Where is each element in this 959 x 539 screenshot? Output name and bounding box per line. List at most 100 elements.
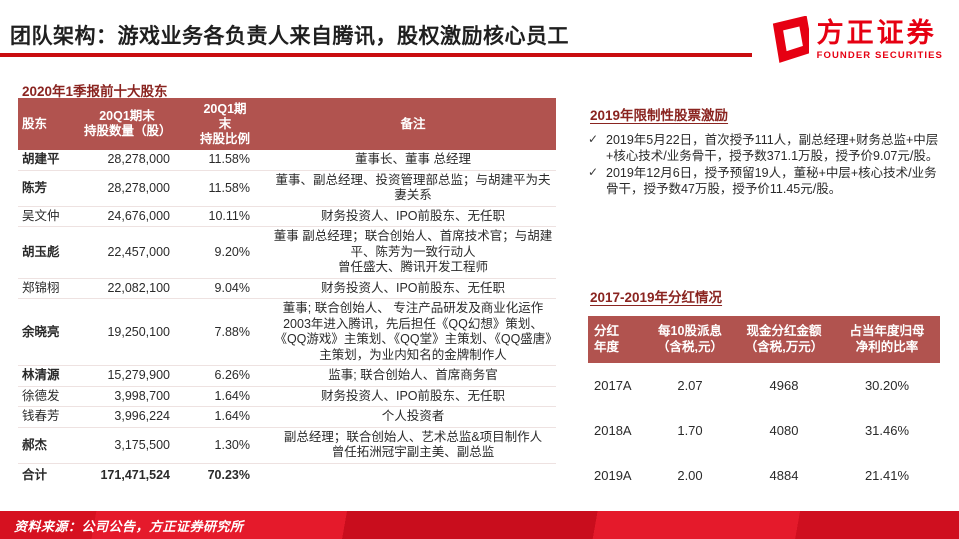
cell-shareholder: 徐德发 [18,386,82,408]
cell-shareholder: 郑锦栩 [18,278,82,300]
col-header-ratio: 占当年度归母 净利的比率 [834,316,940,364]
cell-year: 2019A [594,468,632,484]
cell-shares: 24,676,000 [82,206,198,228]
cell-ratio: 11.58% [198,170,270,207]
cell-ratio: 6.26% [198,365,270,387]
table-row: 郝杰 3,175,500 1.30% 副总经理；联合创始人、艺术总监&项目制作人… [18,427,556,464]
cell-ratio: 1.64% [198,406,270,428]
table-header-row: 分红 年度 每10股派息 （含税,元） 现金分红金额 （含税,万元） 占当年度归… [588,316,940,364]
col-header-shares: 20Q1期末 持股数量（股） [82,98,198,151]
dividend-section-heading: 2017-2019年分红情况 [590,290,723,305]
bullet-text: 2019年12月6日，授予预留19人，董秘+中层+核心技术/业务骨干，授予数47… [606,165,937,196]
footer-bar: 资料来源：公司公告，方正证券研究所 [0,511,959,539]
cell-shareholder: 胡建平 [18,150,82,171]
cell-shareholder: 林清源 [18,365,82,387]
table-row: 胡建平 28,278,000 11.58% 董事长、董事 总经理 [18,150,556,171]
list-item: ✓ 2019年12月6日，授予预留19人，董秘+中层+核心技术/业务骨干，授予数… [588,165,940,198]
logo-text: 方正证券 FOUNDER SECURITIES [816,17,943,61]
cell-shareholder: 吴文仲 [18,206,82,228]
dividend-table: 分红 年度 每10股派息 （含税,元） 现金分红金额 （含税,万元） 占当年度归… [588,316,940,498]
cell-per10: 2.00 [677,468,703,484]
cell-shareholder: 陈芳 [18,170,82,207]
cell-year: 2018A [594,423,632,439]
cell-per10: 2.07 [677,378,703,394]
shareholders-section-heading: 2020年1季报前十大股东 [22,84,168,99]
founder-securities-logo: 方正证券 FOUNDER SECURITIES [763,16,943,64]
incentive-bullet-list: ✓ 2019年5月22日，首次授予111人，副总经理+财务总监+中层+核心技术/… [588,132,940,197]
bullet-text: 2019年5月22日，首次授予111人，副总经理+财务总监+中层+核心技术/业务… [606,133,939,164]
title-underline-rule [0,53,752,57]
cell-cash: 4884 [769,468,799,484]
check-icon: ✓ [588,132,599,146]
table-row: 余晓亮 19,250,100 7.88% 董事; 联合创始人、 专注产品研发及商… [18,298,556,367]
cell-ratio: 1.30% [198,427,270,464]
cell-ratio: 30.20% [864,378,910,394]
cell-ratio: 9.04% [198,278,270,300]
table-row: 吴文仲 24,676,000 10.11% 财务投资人、IPO前股东、无任职 [18,206,556,228]
cell-remark: 董事、副总经理、投资管理部总监；与胡建平为夫妻关系 [270,170,556,207]
cell-cash: 4968 [769,378,799,394]
cell-shareholder: 合计 [22,467,48,482]
cell-remark: 副总经理；联合创始人、艺术总监&项目制作人 曾任拓洲冠宇副主美、副总监 [270,427,556,464]
cell-remark: 财务投资人、IPO前股东、无任职 [270,278,556,300]
cell-remark: 监事; 联合创始人、首席商务官 [270,365,556,387]
table-row: 陈芳 28,278,000 11.58% 董事、副总经理、投资管理部总监；与胡建… [18,170,556,207]
cell-per10: 1.70 [677,423,703,439]
cell-ratio: 7.88% [198,298,270,367]
col-header-shareholder: 股东 [18,98,82,151]
source-note: 资料来源：公司公告，方正证券研究所 [14,518,244,534]
cell-remark: 董事 副总经理；联合创始人、首席技术官；与胡建平、陈芳为一致行动人 曾任盛大、腾… [270,226,556,279]
cell-remark [270,463,556,487]
table-row: 2017A 2.07 4968 30.20% [588,363,940,408]
table-row: 郑锦栩 22,082,100 9.04% 财务投资人、IPO前股东、无任职 [18,278,556,300]
cell-shares: 3,175,500 [82,427,198,464]
table-row: 2019A 2.00 4884 21.41% [588,453,940,498]
col-header-remark: 备注 [270,98,556,151]
logo-en-label: FOUNDER SECURITIES [816,49,943,61]
cell-ratio: 31.46% [864,423,910,439]
cell-ratio: 10.11% [198,206,270,228]
cell-shareholder: 郝杰 [18,427,82,464]
cell-year: 2017A [594,378,632,394]
cell-shares: 22,082,100 [82,278,198,300]
check-icon: ✓ [588,164,599,179]
cell-shares: 28,278,000 [82,150,198,171]
page-title: 团队架构：游戏业务各负责人来自腾讯，股权激励核心员工 [10,25,569,48]
cell-shareholder: 钱春芳 [18,406,82,428]
logo-cn-label: 方正证券 [816,17,937,48]
cell-shareholder: 胡玉彪 [18,226,82,279]
table-total-row: 合计 171,471,524 70.23% [18,463,556,487]
cell-ratio: 9.20% [198,226,270,279]
cell-ratio: 21.41% [864,468,910,484]
col-header-dividend-year: 分红 年度 [588,316,646,364]
cell-ratio: 70.23% [207,467,250,482]
shareholders-table: 股东 20Q1期末 持股数量（股） 20Q1期末 持股比例 备注 胡建平 28,… [18,98,556,487]
founder-cube-icon [772,16,809,63]
table-header-row: 股东 20Q1期末 持股数量（股） 20Q1期末 持股比例 备注 [18,98,556,151]
cell-ratio: 11.58% [198,150,270,171]
incentive-section-heading: 2019年限制性股票激励 [590,108,729,123]
table-row: 徐德发 3,998,700 1.64% 财务投资人、IPO前股东、无任职 [18,386,556,408]
table-row: 林清源 15,279,900 6.26% 监事; 联合创始人、首席商务官 [18,365,556,387]
cell-shares: 3,996,224 [82,406,198,428]
table-row: 2018A 1.70 4080 31.46% [588,408,940,453]
cell-remark: 财务投资人、IPO前股东、无任职 [270,206,556,228]
cell-shares: 3,998,700 [82,386,198,408]
cell-remark: 董事长、董事 总经理 [270,150,556,171]
cell-shares: 19,250,100 [82,298,198,367]
cell-shares: 28,278,000 [82,170,198,207]
col-header-cash: 现金分红金额 （含税,万元） [734,316,834,364]
cell-shares: 171,471,524 [100,467,170,482]
col-header-per10: 每10股派息 （含税,元） [646,316,734,364]
cell-shares: 15,279,900 [82,365,198,387]
cell-remark: 董事; 联合创始人、 专注产品研发及商业化运作 2003年进入腾讯，先后担任《Q… [270,298,556,367]
col-header-ratio: 20Q1期末 持股比例 [198,98,270,151]
table-row: 钱春芳 3,996,224 1.64% 个人投资者 [18,406,556,428]
cell-remark: 财务投资人、IPO前股东、无任职 [270,386,556,408]
cell-shares: 22,457,000 [82,226,198,279]
cell-shareholder: 余晓亮 [18,298,82,367]
cell-cash: 4080 [769,423,799,439]
cell-ratio: 1.64% [198,386,270,408]
cell-remark: 个人投资者 [270,406,556,428]
